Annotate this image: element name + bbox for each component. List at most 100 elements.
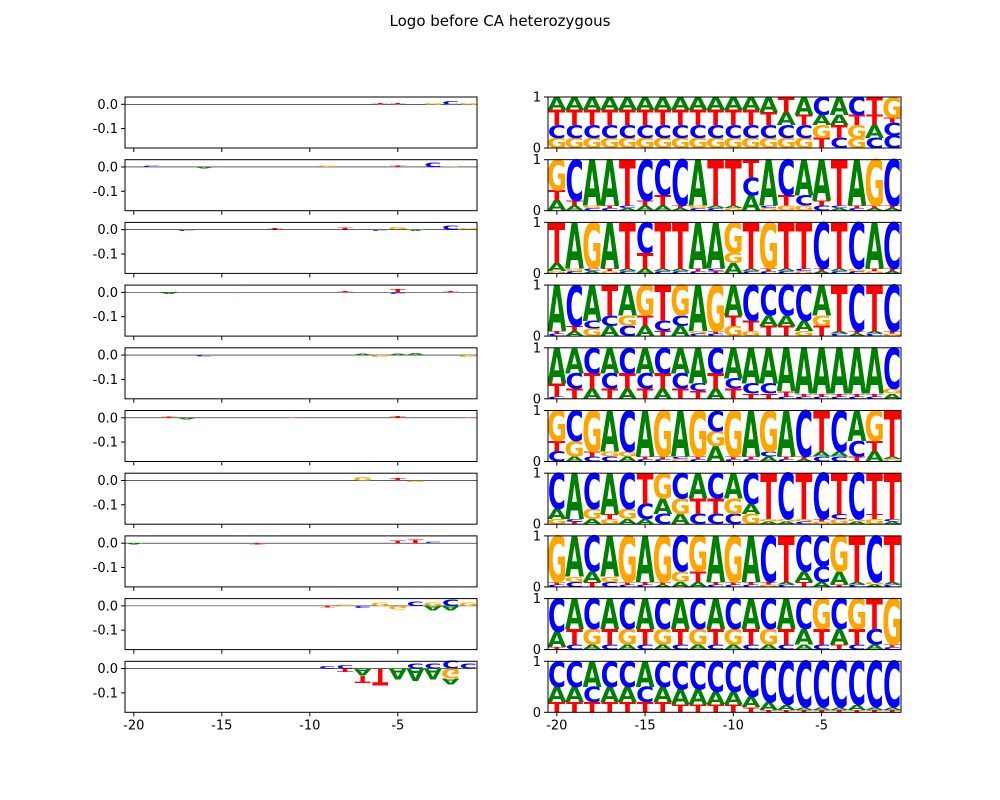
logo-letter-C: C	[813, 563, 831, 587]
logo-letter-G: G	[388, 227, 407, 231]
logo-letter-T: T	[654, 581, 671, 585]
logo-letter-T: T	[637, 250, 654, 274]
logo-letter-A: A	[794, 643, 813, 651]
logo-letter-A: A	[618, 643, 637, 651]
logo-letter-T: T	[796, 581, 814, 589]
logo-letter-C: C	[618, 270, 636, 274]
logo-letter-T: T	[707, 626, 724, 650]
logo-letter-A: A	[671, 268, 691, 272]
plot-frame	[124, 598, 478, 651]
logo-letter-C: C	[689, 208, 707, 212]
logo-letter-C: C	[742, 172, 760, 201]
logo-letter-T: T	[548, 647, 565, 651]
logo-letter-T: T	[601, 205, 618, 209]
logo-letter-T: T	[601, 385, 618, 402]
logo-letter-A: A	[653, 643, 672, 651]
logo-letter-G: G	[617, 626, 637, 650]
logo-letter-C: C	[830, 651, 848, 723]
logo-letter-C: C	[883, 651, 901, 723]
logo-letter-C: C	[618, 591, 636, 640]
logo-letter-C: C	[795, 277, 813, 334]
logo-letter-T: T	[743, 212, 760, 284]
logo-letter-A: A	[794, 318, 814, 335]
logo-letter-C: C	[601, 122, 619, 143]
logo-letter-C: C	[565, 519, 583, 523]
logo-letter-C: C	[848, 438, 866, 462]
logo-letter-C: C	[601, 643, 619, 651]
logo-letter-C: C	[601, 581, 619, 589]
logo-letter-T: T	[337, 668, 354, 673]
logo-letter-C: C	[707, 208, 725, 212]
logo-letter-T: T	[866, 709, 883, 713]
logo-letter-C: C	[442, 225, 459, 231]
logo-letter-C: C	[795, 192, 813, 209]
logo-letter-C: C	[724, 122, 742, 143]
logo-letter-T: T	[601, 107, 618, 131]
plot-frame	[124, 159, 478, 212]
logo-letter-A: A	[759, 521, 779, 525]
logo-letter-T: T	[584, 581, 602, 589]
logo-letter-A: A	[565, 212, 584, 284]
logo-letter-C: C	[407, 601, 424, 608]
logo-letter-T: T	[654, 277, 671, 334]
logo-letter-T: T	[778, 94, 795, 118]
logo-letter-T: T	[866, 438, 883, 455]
logo-letter-C: C	[830, 333, 848, 337]
logo-letter-C: C	[760, 652, 778, 717]
logo-letter-C: C	[830, 270, 848, 274]
logo-letter-A: A	[865, 331, 885, 335]
logo-letter-C: C	[583, 465, 601, 522]
logo-letter-C: C	[548, 396, 566, 400]
logo-letter-C: C	[424, 662, 441, 670]
logo-letter-C: C	[795, 591, 813, 640]
right-logo-column: GCTAGCTAGCTAGCTAGCTAGCTAGCTAGCTAGCTAGCTA…	[533, 91, 903, 734]
logo-letter-A: A	[812, 278, 831, 327]
logo-letter-A: A	[794, 568, 814, 585]
logo-letter-C: C	[848, 270, 866, 274]
logo-letter-C: C	[883, 274, 901, 346]
logo-letter-A: A	[600, 684, 619, 708]
logo-letter-T: T	[566, 385, 583, 402]
logo-letter-G: G	[759, 519, 779, 523]
logo-letter-A: A	[777, 581, 797, 585]
logo-letter-A: A	[600, 401, 619, 466]
logo-letter-G: G	[688, 205, 708, 209]
logo-letter-C: C	[654, 122, 672, 143]
logo-letter-A: A	[812, 150, 831, 215]
logo-letter-C: C	[724, 459, 742, 463]
logo-letter-C: C	[777, 270, 795, 274]
logo-letter-T: T	[778, 626, 795, 650]
logo-letter-G: G	[547, 152, 567, 201]
logo-letter-G: G	[794, 519, 814, 523]
logo-letter-C: C	[883, 519, 901, 523]
plot-frame	[124, 96, 478, 149]
logo-letter-C: C	[813, 396, 831, 400]
logo-letter-T: T	[866, 274, 883, 346]
logo-letter-T: T	[778, 456, 795, 460]
logo-letter-A: A	[883, 707, 903, 711]
logo-letter-G: G	[864, 149, 884, 221]
logo-letter-T: T	[831, 149, 848, 221]
logo-letter-C: C	[742, 277, 760, 334]
logo-letter-A: A	[583, 568, 603, 585]
logo-letter-C: C	[548, 448, 566, 465]
left-logo-row: CAG T C G0.0-0.1	[93, 159, 478, 215]
logo-letter-T: T	[566, 521, 583, 525]
logo-letter-C: C	[671, 467, 689, 508]
logo-letter-C: C	[848, 274, 866, 346]
logo-letter-A: A	[618, 278, 637, 327]
logo-letter-T: T	[601, 699, 618, 716]
logo-letter-A: A	[671, 208, 691, 212]
logo-letter-G: G	[847, 519, 867, 523]
logo-letter-C: C	[636, 501, 654, 525]
logo-letter-T: T	[831, 463, 848, 528]
logo-letter-A: A	[160, 292, 178, 294]
logo-letter-T: T	[548, 438, 565, 455]
logo-letter-G: G	[847, 591, 867, 640]
y-tick-label: 0.0	[97, 662, 118, 677]
logo-letter-A: A	[759, 455, 778, 463]
logo-letter-G: G	[600, 576, 620, 584]
logo-letter-T: T	[584, 370, 601, 394]
left-logo-row: A T T T C0.0-0.1	[93, 535, 478, 591]
logo-letter-T: T	[637, 466, 654, 515]
